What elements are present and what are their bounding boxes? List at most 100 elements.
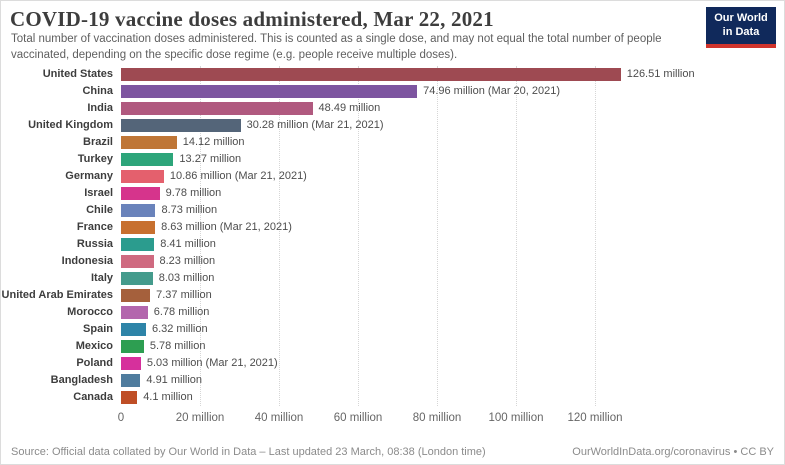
country-label: United States — [42, 68, 113, 80]
value-label: 8.73 million — [161, 204, 218, 216]
owid-logo-strip — [706, 43, 776, 48]
value-label: 30.28 million (Mar 21, 2021) — [246, 119, 384, 131]
owid-logo-text: Our World in Data — [706, 7, 776, 44]
bar[interactable] — [121, 238, 155, 251]
country-label: Spain — [83, 323, 113, 335]
bar[interactable] — [121, 391, 138, 404]
x-tick-label: 60 million — [333, 412, 383, 424]
bar-row-chile: Chile 8.73 million — [1, 202, 784, 219]
gridline — [279, 66, 280, 406]
country-label: Italy — [90, 272, 113, 284]
bar[interactable] — [121, 170, 164, 183]
bar-row-poland: Poland 5.03 million (Mar 21, 2021) — [1, 355, 784, 372]
bar[interactable] — [121, 119, 241, 132]
license-link[interactable]: OurWorldInData.org/coronavirus • CC BY — [572, 446, 774, 458]
value-label: 5.78 million — [149, 340, 206, 352]
bar-row-brazil: Brazil 14.12 million — [1, 134, 784, 151]
value-label: 4.91 million — [146, 374, 203, 386]
value-label: 8.63 million (Mar 21, 2021) — [161, 221, 292, 233]
bar[interactable] — [121, 136, 177, 149]
country-label: Chile — [86, 204, 113, 216]
value-label: 6.32 million — [151, 323, 208, 335]
country-label: Morocco — [67, 306, 113, 318]
bar-row-israel: Israel 9.78 million — [1, 185, 784, 202]
x-tick-label: 80 million — [412, 412, 462, 424]
bar[interactable] — [121, 272, 153, 285]
value-label: 4.1 million — [143, 391, 193, 403]
country-label: Bangladesh — [50, 374, 113, 386]
bar-row-russia: Russia 8.41 million — [1, 236, 784, 253]
bar[interactable] — [121, 255, 154, 268]
bar-row-indonesia: Indonesia 8.23 million — [1, 253, 784, 270]
page-subtitle: Total number of vaccination doses admini… — [11, 33, 662, 62]
country-label: China — [82, 85, 113, 97]
page-title: COVID-19 vaccine doses administered, Mar… — [10, 7, 494, 31]
value-label: 9.78 million — [165, 187, 222, 199]
country-label: United Arab Emirates — [1, 289, 113, 301]
bar[interactable] — [121, 187, 160, 200]
bar[interactable] — [121, 357, 141, 370]
value-label: 10.86 million (Mar 21, 2021) — [169, 170, 307, 182]
value-label: 8.41 million — [160, 238, 216, 250]
x-tick-label: 20 million — [175, 412, 225, 424]
bar-row-france: France 8.63 million (Mar 21, 2021) — [1, 219, 784, 236]
value-label: 14.12 million — [182, 136, 245, 148]
bar-row-mexico: Mexico 5.78 million — [1, 338, 784, 355]
gridline — [358, 66, 359, 406]
value-label: 5.03 million (Mar 21, 2021) — [146, 357, 278, 369]
value-label: 8.03 million — [158, 272, 215, 284]
value-label: 7.37 million — [156, 289, 212, 301]
country-label: Canada — [73, 391, 113, 403]
bar-row-united-kingdom: United Kingdom 30.28 million (Mar 21, 202… — [1, 117, 784, 134]
x-tick-label: 40 million — [254, 412, 304, 424]
value-label: 48.49 million — [318, 102, 381, 114]
value-label: 8.23 million — [159, 255, 216, 267]
country-label: Indonesia — [61, 255, 113, 267]
bar[interactable] — [121, 306, 148, 319]
value-label: 74.96 million (Mar 20, 2021) — [423, 85, 561, 97]
country-label: Israel — [84, 187, 113, 199]
bar[interactable] — [121, 323, 146, 336]
gridline — [437, 66, 438, 406]
bar-row-united-states: United States 126.51 million — [1, 66, 784, 83]
owid-logo-line2: in Data — [722, 25, 760, 38]
country-label: Brazil — [83, 136, 113, 148]
bar[interactable] — [121, 374, 141, 387]
bar-row-china: China 74.96 million (Mar 20, 2021) — [1, 83, 784, 100]
country-label: Russia — [76, 238, 113, 250]
country-label: Mexico — [75, 340, 113, 352]
country-label: United Kingdom — [28, 119, 113, 131]
bar-row-canada: Canada 4.1 million — [1, 389, 784, 406]
x-tick-label: 0 — [117, 412, 125, 424]
owid-logo-line1: Our World — [714, 12, 768, 24]
bar[interactable] — [121, 340, 144, 353]
gridline — [595, 66, 596, 406]
country-label: Germany — [65, 170, 113, 182]
bar-row-turkey: Turkey 13.27 million — [1, 151, 784, 168]
country-label: Poland — [76, 357, 113, 369]
x-tick-label: 120 million — [567, 412, 623, 424]
bar[interactable] — [121, 102, 313, 115]
value-label: 126.51 million — [626, 68, 695, 80]
bar-row-spain: Spain 6.32 million — [1, 321, 784, 338]
bar-row-india: India 48.49 million — [1, 100, 784, 117]
country-label: France — [76, 221, 113, 233]
country-label: India — [87, 102, 113, 114]
bar-row-morocco: Morocco 6.78 million — [1, 304, 784, 321]
bar-row-bangladesh: Bangladesh 4.91 million — [1, 372, 784, 389]
bar[interactable] — [121, 221, 156, 234]
source-note: Source: Official data collated by Our Wo… — [11, 446, 486, 458]
bar[interactable] — [121, 289, 151, 302]
gridline — [516, 66, 517, 406]
chart-footer: Source: Official data collated by Our Wo… — [11, 446, 774, 458]
owid-logo: Our World in Data — [706, 7, 776, 48]
bar[interactable] — [121, 68, 621, 81]
value-label: 13.27 million — [179, 153, 242, 165]
bar[interactable] — [121, 153, 174, 166]
bar[interactable] — [121, 204, 156, 217]
bar-row-germany: Germany 10.86 million (Mar 21, 2021) — [1, 168, 784, 185]
bar[interactable] — [121, 85, 418, 98]
country-label: Turkey — [77, 153, 113, 165]
